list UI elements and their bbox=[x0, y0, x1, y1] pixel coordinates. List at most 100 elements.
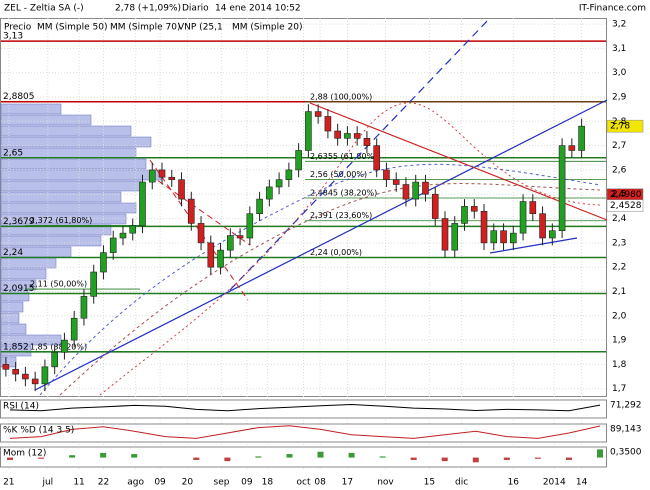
candle-body bbox=[441, 218, 449, 251]
levels: 3,13 2,8805 2,65 2,3679 2,24 2,0915 1,852 2,88 … bbox=[1, 32, 606, 353]
momentum-bar bbox=[565, 457, 572, 460]
fib-label: 2,24 (0,00%) bbox=[310, 248, 362, 257]
indicator-line bbox=[9, 403, 601, 412]
momentum-bar bbox=[441, 457, 448, 462]
candle-body bbox=[178, 179, 185, 200]
fib-label: 2,56 (50,00%) bbox=[310, 170, 367, 179]
candle-body bbox=[236, 235, 244, 239]
candle-body bbox=[500, 230, 507, 244]
candle-body bbox=[461, 206, 468, 224]
candle-body bbox=[549, 230, 556, 239]
legend-item: MM (Simple 70) bbox=[110, 23, 180, 33]
momentum-bar bbox=[255, 456, 262, 458]
candle-body bbox=[61, 339, 68, 353]
candle-body bbox=[422, 181, 429, 195]
fib-label: 1,85 (38,20%) bbox=[30, 343, 87, 352]
candle-body bbox=[41, 366, 49, 385]
candle-body bbox=[383, 169, 390, 180]
candle-body bbox=[256, 198, 263, 214]
candle-body bbox=[334, 130, 341, 139]
x-tick-label: sep bbox=[214, 478, 230, 488]
legend-item: VNP (25,1 bbox=[178, 23, 223, 33]
candle-body bbox=[568, 145, 576, 151]
price-tag-label: 2,4980 bbox=[610, 190, 642, 200]
y-tick-label: 1,8 bbox=[612, 360, 627, 370]
y-tick-label: 2,9 bbox=[612, 93, 627, 103]
candle-body bbox=[80, 296, 88, 319]
fib-label: 2,6355 (61,80%) bbox=[310, 152, 377, 161]
momentum-bar bbox=[534, 457, 541, 459]
candle-body bbox=[22, 373, 29, 380]
momentum-bar bbox=[131, 454, 138, 458]
momentum-bar bbox=[100, 452, 107, 458]
candle-body bbox=[373, 145, 380, 171]
x-tick-label: 08 bbox=[314, 478, 326, 488]
x-tick-label: nov bbox=[377, 478, 394, 488]
momentum-bar bbox=[410, 457, 417, 460]
volume-profile bbox=[0, 103, 162, 368]
candle-body bbox=[70, 317, 78, 341]
period: Diario bbox=[182, 4, 209, 14]
y-tick-label: 1,7 bbox=[612, 384, 626, 394]
y-tick-label: 2,7 bbox=[612, 141, 626, 151]
candle-body bbox=[187, 198, 195, 224]
candle-body bbox=[412, 181, 420, 200]
panel-frame bbox=[0, 446, 607, 468]
fib-label: 2,88 (100,00%) bbox=[310, 92, 372, 101]
candle-body bbox=[2, 364, 10, 370]
y-tick-label: 3,2 bbox=[612, 20, 626, 30]
candle-body bbox=[558, 145, 566, 232]
candle-body bbox=[129, 225, 137, 234]
indicator-value: 89,143 bbox=[610, 425, 642, 435]
level-label: 3,13 bbox=[3, 32, 23, 42]
x-tick-label: 17 bbox=[342, 478, 353, 488]
momentum-bar bbox=[224, 457, 231, 462]
candle-body bbox=[402, 184, 410, 200]
y-tick-label: 3,1 bbox=[612, 44, 626, 54]
candle-body bbox=[363, 138, 371, 146]
trend-lines bbox=[34, 17, 608, 396]
y-tick-label: 2,0 bbox=[612, 311, 627, 321]
candle-body bbox=[578, 125, 585, 151]
panel-frame bbox=[0, 423, 607, 443]
momentum-bar bbox=[472, 457, 479, 463]
x-tick-label: 22 bbox=[98, 478, 109, 488]
price-tag bbox=[606, 199, 644, 212]
y-tick-label: 2,1 bbox=[612, 287, 626, 297]
momentum-bar bbox=[317, 451, 324, 458]
y-tick-label: 2,6 bbox=[612, 165, 627, 175]
candle-body bbox=[344, 133, 351, 139]
y-tick-label: 3,0 bbox=[612, 68, 627, 78]
y-tick-label: 2,4 bbox=[612, 214, 627, 224]
candle-body bbox=[324, 116, 332, 132]
fib-label: 2,11 (50,00%) bbox=[30, 280, 87, 289]
panel-frame bbox=[0, 399, 607, 419]
candle-body bbox=[266, 186, 273, 200]
quote: 2,78 (+1,09%) bbox=[115, 4, 181, 14]
candle-body bbox=[275, 179, 283, 188]
indicator-name: Mom (12) bbox=[3, 449, 46, 459]
x-tick-label: 21 bbox=[3, 478, 14, 488]
fib-label: 2,372 (61,80%) bbox=[30, 216, 92, 225]
y-tick-label: 2,3 bbox=[612, 238, 626, 248]
x-tick-label: 15 bbox=[424, 478, 435, 488]
fib-label: 2,4845 (38,20%) bbox=[310, 189, 377, 198]
momentum-bar bbox=[379, 456, 386, 458]
x-tick-label: 18 bbox=[262, 478, 274, 488]
candle-body bbox=[480, 210, 488, 244]
momentum-bar bbox=[597, 449, 603, 458]
x-tick-label: 09 bbox=[154, 478, 166, 488]
y-tick-label: 2,5 bbox=[612, 190, 626, 200]
source: IT-Finance.com bbox=[579, 4, 646, 14]
x-tick-label: oct bbox=[297, 478, 311, 488]
x-tick-label: 11 bbox=[73, 478, 84, 488]
indicators: RSI (14) 71,292 %K %D (14 3 5) 89,143 Mom (1… bbox=[0, 399, 647, 468]
candle-body bbox=[207, 242, 215, 268]
candle-body bbox=[470, 206, 478, 212]
candle-body bbox=[217, 249, 224, 268]
candle-body bbox=[31, 378, 39, 385]
fib-label: 2,391 (23,60%) bbox=[310, 211, 372, 220]
candle-body bbox=[227, 235, 234, 251]
